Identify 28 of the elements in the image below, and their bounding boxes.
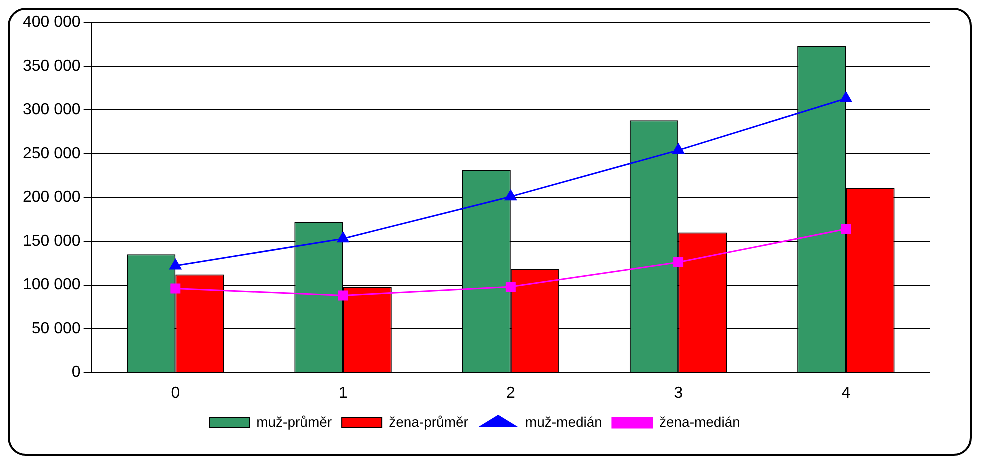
legend-label: žena-průměr bbox=[389, 414, 469, 430]
y-tick-label: 0 bbox=[72, 364, 81, 382]
x-tick-label: 2 bbox=[506, 384, 516, 402]
point bbox=[506, 282, 516, 292]
y-tick-label: 300 000 bbox=[22, 102, 81, 119]
y-tick-label: 350 000 bbox=[22, 58, 81, 75]
y-tick-label: 250 000 bbox=[22, 145, 81, 162]
y-tick-label: 200 000 bbox=[22, 189, 81, 206]
y-tick-label: 400 000 bbox=[22, 14, 81, 32]
point bbox=[170, 284, 181, 294]
legend-label: muž-průměr bbox=[256, 414, 332, 430]
x-tick-label: 0 bbox=[171, 384, 180, 402]
x-tick-label: 3 bbox=[674, 384, 684, 402]
legend-label: žena-medián bbox=[659, 414, 740, 430]
point bbox=[337, 232, 350, 243]
point bbox=[841, 224, 852, 234]
point bbox=[674, 257, 684, 268]
y-tick-label: 50 000 bbox=[32, 320, 81, 338]
point bbox=[504, 190, 517, 201]
point bbox=[170, 259, 182, 270]
point bbox=[338, 290, 348, 301]
legend-label: muž-medián bbox=[525, 414, 602, 430]
point bbox=[672, 144, 684, 154]
point bbox=[840, 92, 852, 103]
y-tick-label: 150 000 bbox=[22, 232, 81, 250]
x-tick-label: 1 bbox=[338, 384, 348, 402]
y-tick-label: 100 000 bbox=[22, 276, 81, 294]
x-tick-label: 4 bbox=[842, 384, 851, 402]
